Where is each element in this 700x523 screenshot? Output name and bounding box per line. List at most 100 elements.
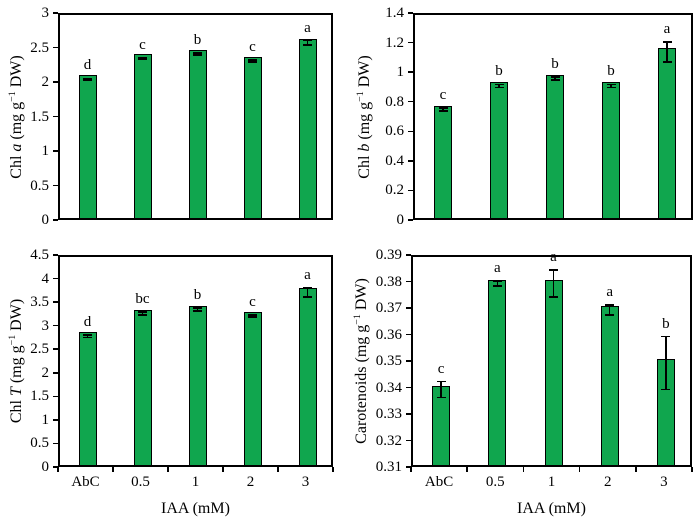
- bar-0.5: [488, 279, 507, 465]
- y-tick-label: 2: [41, 364, 50, 381]
- error-bar-cap-bottom: [436, 396, 446, 399]
- y-tick-label: 0.36: [375, 326, 402, 343]
- error-bar-cap-top: [436, 380, 446, 383]
- error-bar-cap-bottom: [550, 79, 560, 81]
- y-tick-mark: [53, 150, 58, 152]
- error-bar-cap-top: [605, 303, 615, 306]
- y-tick-mark: [53, 277, 58, 280]
- error-bar-cap-top: [83, 333, 92, 336]
- error-bar-cap-bottom: [193, 310, 202, 313]
- y-tick-mark: [408, 189, 413, 192]
- error-bar-cap-bottom: [605, 314, 615, 317]
- error-bar-cap-top: [248, 59, 257, 62]
- error-bar: [552, 270, 555, 297]
- y-tick-mark: [408, 71, 413, 73]
- significance-letter: b: [495, 63, 503, 80]
- error-bar-cap-top: [138, 311, 147, 314]
- y-tick-label: 4: [41, 270, 50, 287]
- y-tick-mark: [406, 333, 411, 336]
- error-bar-cap-top: [438, 107, 448, 110]
- significance-letter: d: [83, 57, 92, 74]
- y-tick-label: 0: [396, 212, 405, 228]
- significance-letter: a: [663, 20, 671, 37]
- y-tick-mark: [53, 12, 58, 14]
- y-tick-mark: [53, 395, 58, 398]
- significance-letter: a: [550, 249, 557, 266]
- y-tick-label: 0.4: [385, 152, 404, 169]
- plot-area: d bc b c a: [58, 255, 333, 467]
- panel-chl-a: Chl a (mg g−1 DW) d c b c a 0 0.5 1 1.5 2 2.5 3: [0, 0, 350, 240]
- error-bar: [306, 287, 309, 298]
- y-tick-label: 0.39: [375, 247, 402, 263]
- significance-letter: c: [439, 87, 447, 104]
- y-tick-label: 1: [41, 411, 50, 428]
- y-tick-mark: [406, 386, 411, 389]
- x-axis-title: IAA (mM): [517, 500, 586, 517]
- error-bar-cap-bottom: [138, 314, 147, 316]
- bar-AbC: [78, 75, 97, 218]
- error-bar-cap-top: [550, 76, 560, 78]
- error-bar: [608, 304, 611, 316]
- y-tick-label: 0: [41, 212, 50, 228]
- error-bar-cap-top: [248, 314, 257, 316]
- bar-1: [544, 279, 563, 465]
- x-category-label: 0.5: [485, 474, 505, 490]
- x-category-label: 1: [547, 474, 556, 490]
- significance-letter: c: [139, 36, 146, 53]
- y-tick-label: 1: [396, 64, 405, 81]
- error-bar-cap-bottom: [138, 58, 147, 61]
- bar-3: [298, 288, 317, 465]
- y-tick-mark: [53, 419, 58, 421]
- bar-2: [602, 81, 620, 218]
- x-tick-mark: [410, 467, 412, 472]
- error-bar: [554, 77, 556, 81]
- x-category-label: 0.5: [131, 474, 150, 490]
- y-tick-mark: [408, 12, 413, 14]
- y-tick-mark: [53, 324, 58, 327]
- y-tick-label: 0.38: [375, 273, 402, 290]
- x-tick-mark: [466, 467, 468, 472]
- y-tick-mark: [406, 439, 411, 442]
- bar-0.5: [133, 54, 152, 218]
- y-tick-label: 0.33: [375, 406, 402, 422]
- error-bar-cap-top: [83, 77, 92, 80]
- significance-letter: a: [493, 259, 501, 276]
- x-tick-mark: [167, 467, 169, 472]
- x-tick-mark: [635, 467, 637, 472]
- y-tick-mark: [53, 372, 58, 374]
- y-tick-label: 0: [41, 459, 50, 475]
- error-bar-cap-bottom: [662, 61, 672, 64]
- y-tick-label: 0.32: [375, 432, 402, 449]
- y-tick-mark: [406, 466, 411, 468]
- significance-letter: a: [606, 283, 614, 300]
- y-tick-mark: [406, 413, 411, 415]
- bar-3: [658, 47, 676, 218]
- error-bar: [306, 40, 309, 45]
- significance-letter: b: [193, 287, 202, 304]
- x-category-label: 1: [191, 474, 200, 490]
- x-tick-mark: [332, 467, 334, 472]
- error-bar-cap-top: [193, 52, 202, 55]
- y-tick-label: 1.5: [30, 388, 49, 405]
- error-bar-cap-bottom: [661, 388, 671, 391]
- error-bar: [196, 308, 199, 312]
- error-bar-cap-bottom: [303, 43, 312, 46]
- error-bar-cap-top: [661, 335, 671, 338]
- error-bar-cap-bottom: [303, 296, 312, 298]
- y-tick-label: 0.35: [375, 353, 402, 369]
- error-bar: [442, 108, 444, 112]
- panel-carotenoids: Carotenoids (mg g−1 DW) c a a a b 0.31 0.32 0.33…: [350, 240, 700, 523]
- bar-AbC: [434, 105, 452, 218]
- y-tick-label: 4.5: [30, 247, 49, 263]
- error-bar-cap-bottom: [492, 285, 502, 288]
- y-tick-mark: [53, 466, 58, 468]
- error-bar-cap-top: [662, 40, 672, 43]
- error-bar-cap-top: [193, 307, 202, 310]
- y-tick-mark: [53, 115, 58, 118]
- y-tick-label: 2.5: [30, 39, 49, 56]
- panel-chl-b: Chl b (mg g−1 DW) c b b b a 0 0.2 0.4 0.6 0.8 1 1.2 1…: [350, 0, 700, 240]
- x-tick-mark: [57, 467, 59, 472]
- error-bar: [196, 53, 199, 56]
- plot-area: d c b c a: [58, 13, 333, 220]
